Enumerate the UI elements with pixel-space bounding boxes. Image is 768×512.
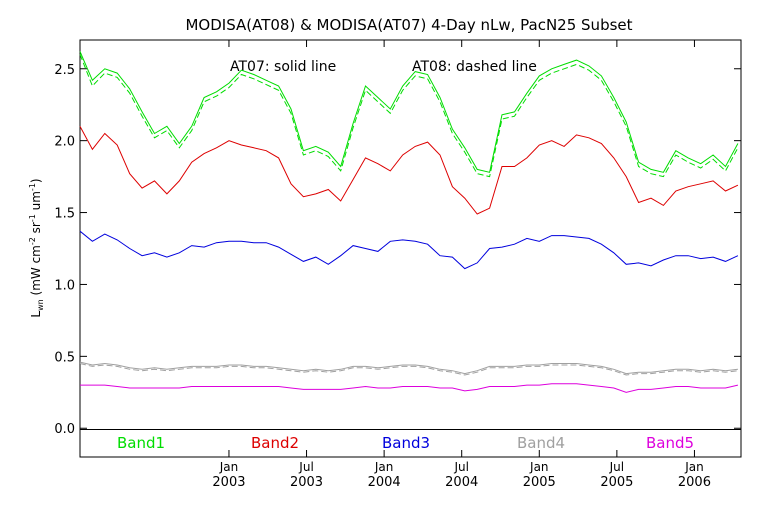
x-tick-year: 2004 [368, 475, 401, 490]
y-tick-label: 2.0 [54, 135, 75, 150]
y-tick-label: 0.0 [54, 422, 75, 437]
y-tick-label: 0.5 [54, 350, 75, 365]
y-label-mid1: sr [29, 222, 43, 237]
x-tick-year: 2003 [290, 475, 323, 490]
series-line-band4-dashed [79, 363, 738, 376]
series-line-band2 [79, 126, 739, 215]
x-axis: Jan2003Jul2003Jan2004Jul2004Jan2005Jul20… [212, 40, 711, 490]
series-line-band4 [79, 361, 738, 375]
y-axis-label: Lwn (mW cm-2 sr-1 um-1) [28, 178, 45, 317]
legend-entry-band2: Band2 [251, 434, 299, 452]
y-label-exp1: -2 [28, 237, 37, 245]
x-tick-year: 2004 [445, 475, 478, 490]
y-label-base-sub: wn [36, 299, 45, 311]
x-tick-year: 2006 [678, 475, 711, 490]
y-label-exp2: -1 [28, 214, 37, 222]
x-tick-month: Jul [453, 460, 468, 474]
legend-entry-band4: Band4 [517, 434, 565, 452]
x-tick-month: Jan [374, 460, 394, 474]
series-line-band3 [79, 230, 739, 270]
x-tick-month: Jul [298, 460, 313, 474]
y-tick-label: 2.5 [54, 63, 75, 78]
y-label-base: L [29, 311, 43, 318]
y-tick-label: 1.5 [54, 207, 75, 222]
series-line-band1-dashed [79, 54, 739, 178]
x-tick-month: Jan [219, 460, 239, 474]
y-label-mid2: um [29, 191, 43, 214]
x-tick-year: 2005 [600, 475, 633, 490]
x-tick-month: Jan [529, 460, 549, 474]
legend: Band1 Band2 Band3 Band4 Band5 [117, 434, 694, 452]
legend-entry-band3: Band3 [382, 434, 430, 452]
annotation-solid: AT07: solid line [230, 59, 336, 75]
y-axis: 0.0 0.5 1.0 1.5 2.0 2.5 [54, 63, 741, 437]
legend-entry-band1: Band1 [117, 434, 165, 452]
series-line-band5 [80, 383, 739, 393]
y-tick-label: 1.0 [54, 278, 75, 293]
y-label-units-open: (mW cm [29, 245, 43, 299]
x-tick-year: 2005 [523, 475, 556, 490]
y-label-exp3: -1 [28, 183, 37, 191]
x-tick-year: 2003 [212, 475, 245, 490]
plot-frame [79, 39, 742, 458]
chart-title: MODISA(AT08) & MODISA(AT07) 4-Day nLw, P… [185, 16, 632, 34]
series-line-band1 [79, 51, 739, 173]
series-lines [79, 51, 739, 393]
x-tick-month: Jul [609, 460, 624, 474]
y-label-units-close: ) [29, 178, 43, 183]
x-tick-month: Jan [684, 460, 704, 474]
legend-entry-band5: Band5 [646, 434, 694, 452]
annotation-dashed: AT08: dashed line [412, 59, 537, 75]
